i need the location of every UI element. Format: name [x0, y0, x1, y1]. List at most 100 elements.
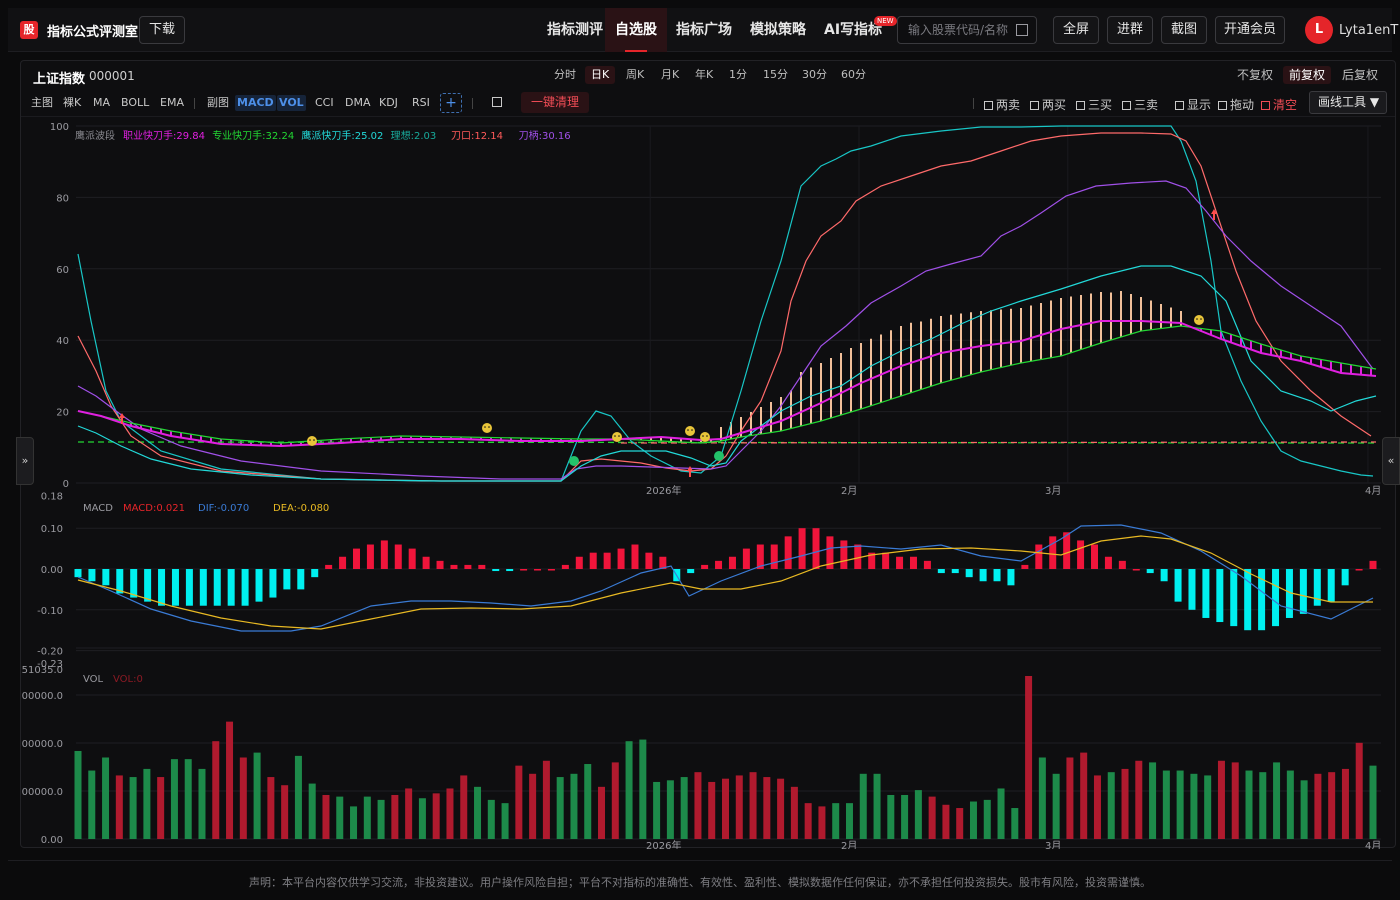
- macd-bar: [227, 569, 235, 606]
- macd-bar: [492, 569, 500, 572]
- join-group-button[interactable]: 进群: [1107, 16, 1153, 44]
- period-timeshare[interactable]: 分时: [554, 68, 576, 81]
- main-chart-y-axis: 100 80 60 40 20 0: [50, 122, 69, 490]
- add-indicator-button[interactable]: +: [440, 93, 462, 113]
- macd-bar: [687, 569, 695, 574]
- checkbox-icon[interactable]: [1030, 101, 1039, 110]
- y-tick-label: 0.00: [41, 835, 63, 846]
- stock-search-input[interactable]: 输入股票代码/名称: [897, 16, 1037, 44]
- period-monthly[interactable]: 月K: [661, 68, 680, 81]
- tool-three-buy[interactable]: 三买: [1076, 96, 1112, 113]
- tool-two-sell[interactable]: 两卖: [984, 96, 1020, 113]
- macd-bar: [1258, 569, 1266, 631]
- buy-signal-dot: [569, 456, 579, 466]
- legend-item: 刀柄:30.16: [519, 129, 571, 142]
- checkbox-icon[interactable]: [1261, 101, 1270, 110]
- macd-bar: [1174, 569, 1182, 602]
- dashed-red-line: [620, 441, 1377, 444]
- volume-bar: [157, 777, 165, 839]
- divider: [194, 98, 195, 109]
- smiley-icon: [1194, 315, 1204, 325]
- volume-bar: [336, 796, 344, 839]
- macd-bar: [506, 569, 514, 572]
- adjust-forward[interactable]: 前复权: [1283, 66, 1332, 84]
- volume-bar: [1038, 757, 1046, 839]
- period-1min[interactable]: 1分: [729, 68, 747, 81]
- search-clear-icon[interactable]: [1016, 24, 1028, 36]
- macd-bar: [1285, 569, 1293, 618]
- tool-label: 清空: [1273, 98, 1298, 112]
- tool-clear[interactable]: 清空: [1261, 96, 1297, 113]
- username[interactable]: Lyta1enT: [1339, 23, 1399, 38]
- tool-drag[interactable]: 拖动: [1218, 96, 1254, 113]
- period-yearly[interactable]: 年K: [695, 68, 714, 81]
- adjust-none[interactable]: 不复权: [1237, 68, 1274, 82]
- sub-ind-dma[interactable]: DMA: [345, 96, 371, 109]
- macd-bar: [1230, 569, 1238, 627]
- checkbox-icon[interactable]: [984, 101, 993, 110]
- volume-bar: [749, 772, 757, 839]
- period-weekly[interactable]: 周K: [626, 68, 645, 81]
- clear-all-button[interactable]: 一键清理: [521, 92, 589, 113]
- macd-bar: [1369, 560, 1377, 569]
- sub-ind-kdj[interactable]: KDJ: [379, 96, 398, 109]
- main-ind-boll[interactable]: BOLL: [121, 96, 150, 109]
- macd-bar: [603, 552, 611, 569]
- new-badge: NEW: [874, 16, 897, 26]
- volume-bar: [832, 803, 840, 839]
- macd-bar: [158, 569, 166, 606]
- volume-bar: [901, 794, 909, 839]
- sub-ind-cci[interactable]: CCI: [315, 96, 334, 109]
- volume-bar: [1217, 760, 1225, 839]
- close-box-icon[interactable]: [492, 97, 502, 107]
- checkbox-icon[interactable]: [1122, 101, 1131, 110]
- volume-bar: [556, 777, 564, 839]
- tool-show[interactable]: 显示: [1175, 96, 1211, 113]
- volume-bar: [1080, 752, 1088, 839]
- sub-ind-macd[interactable]: MACD: [235, 95, 276, 111]
- download-button[interactable]: 下载: [139, 16, 185, 44]
- macd-bar: [1035, 544, 1043, 569]
- expand-right-toggle[interactable]: «: [1382, 437, 1400, 485]
- drawing-tools-dropdown[interactable]: 画线工具 ▼: [1309, 91, 1387, 114]
- period-60min[interactable]: 60分: [841, 68, 866, 81]
- tool-two-buy[interactable]: 两买: [1030, 96, 1066, 113]
- volume-bar: [735, 775, 743, 839]
- sub-ind-vol[interactable]: VOL: [277, 95, 306, 111]
- stock-code: 000001: [89, 69, 135, 83]
- expand-left-toggle[interactable]: »: [16, 437, 34, 485]
- macd-bar: [74, 569, 82, 578]
- volume-bar: [143, 768, 151, 839]
- volume-bar: [983, 799, 991, 839]
- nav-indicator-review[interactable]: 指标测评: [547, 22, 603, 38]
- vip-button[interactable]: 开通会员: [1215, 16, 1285, 44]
- period-30min[interactable]: 30分: [802, 68, 827, 81]
- adjust-backward[interactable]: 后复权: [1342, 68, 1379, 82]
- period-daily[interactable]: 日K: [585, 66, 616, 84]
- nav-simulated-strategy[interactable]: 模拟策略: [750, 22, 806, 38]
- main-ind-ema[interactable]: EMA: [160, 96, 184, 109]
- macd-bar: [951, 569, 959, 574]
- nav-watchlist[interactable]: 自选股: [605, 8, 667, 52]
- tool-three-sell[interactable]: 三卖: [1122, 96, 1158, 113]
- nav-indicator-square[interactable]: 指标广场: [676, 22, 732, 38]
- main-ind-bare-k[interactable]: 裸K: [63, 96, 82, 109]
- vol-legend: VOL VOL:0: [83, 674, 143, 685]
- main-ind-ma[interactable]: MA: [93, 96, 111, 109]
- checkbox-icon[interactable]: [1076, 101, 1085, 110]
- macd-bar: [575, 556, 583, 569]
- nav-ai-indicator[interactable]: AI写指标: [824, 22, 883, 38]
- macd-bar: [631, 544, 639, 569]
- screenshot-button[interactable]: 截图: [1161, 16, 1207, 44]
- sub-ind-rsi[interactable]: RSI: [412, 96, 430, 109]
- macd-bar: [366, 544, 374, 569]
- user-avatar[interactable]: L: [1305, 16, 1333, 44]
- checkbox-icon[interactable]: [1218, 101, 1227, 110]
- fullscreen-button[interactable]: 全屏: [1053, 16, 1099, 44]
- checkbox-icon[interactable]: [1175, 101, 1184, 110]
- macd-bar: [812, 528, 820, 569]
- period-15min[interactable]: 15分: [763, 68, 788, 81]
